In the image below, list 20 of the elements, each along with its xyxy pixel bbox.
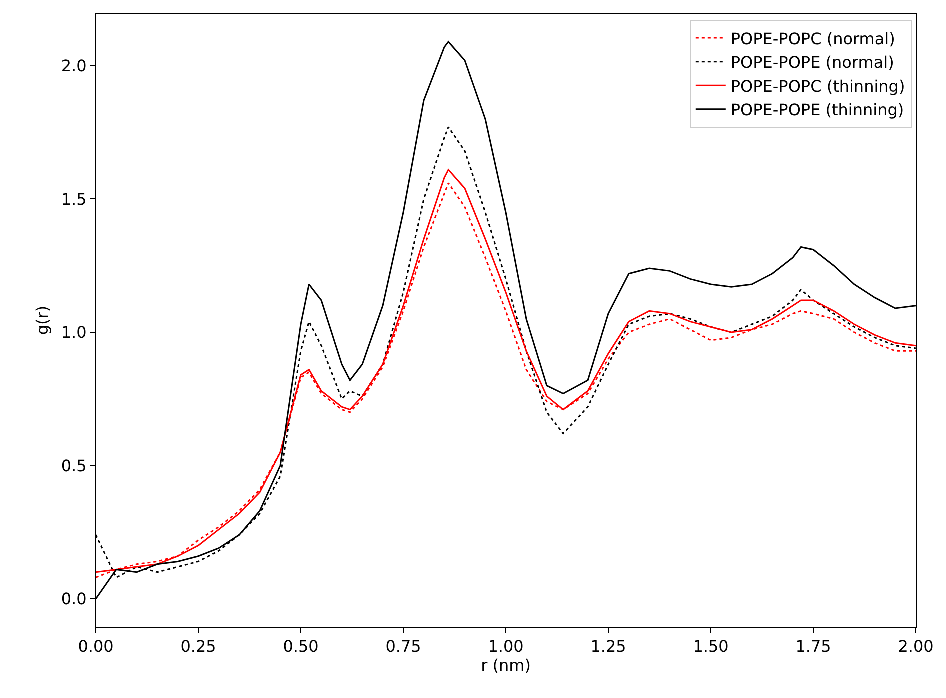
legend-label: POPE-POPC (thinning) <box>730 76 906 96</box>
x-tick-label: 0.75 <box>386 637 422 656</box>
y-tick-label: 0.5 <box>61 456 87 476</box>
y-tick-label: 2.0 <box>61 56 87 76</box>
x-tick-label: 0.00 <box>78 637 114 656</box>
x-tick-label: 1.75 <box>796 637 832 656</box>
x-tick-label: 0.25 <box>180 637 216 656</box>
y-tick-label: 0.0 <box>61 590 87 609</box>
legend-label: POPE-POPE (thinning) <box>730 100 904 120</box>
x-tick-label: 1.50 <box>693 637 729 656</box>
x-axis-title: r (nm) <box>481 656 531 676</box>
x-tick-label: 1.00 <box>488 637 524 656</box>
x-tick-label: 1.25 <box>590 637 626 656</box>
x-tick-label: 2.00 <box>898 637 934 656</box>
y-tick-label: 1.5 <box>61 190 87 209</box>
legend-label: POPE-POPE (normal) <box>730 53 894 72</box>
y-axis-title: g(r) <box>33 306 52 336</box>
y-tick-label: 1.0 <box>61 323 87 342</box>
x-tick-label: 0.50 <box>283 637 319 656</box>
legend-label: POPE-POPC (normal) <box>730 29 896 48</box>
